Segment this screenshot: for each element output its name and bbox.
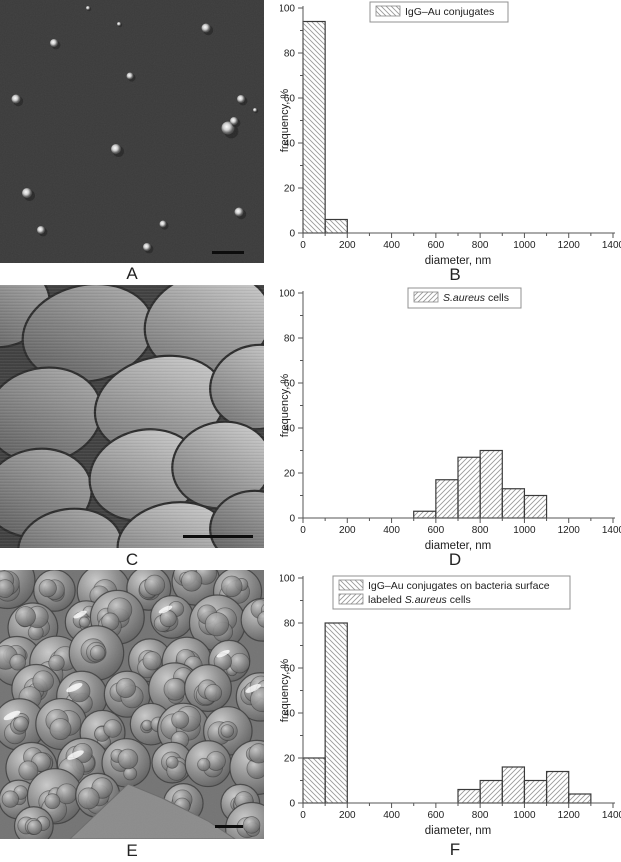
bar-F-0 [302,757,326,804]
legend-swatch [338,579,364,591]
afm-image-cells [0,285,264,548]
bar-B-100 [324,218,348,234]
svg-text:1200: 1200 [558,810,581,821]
y-axis-label: frequency, % [280,659,291,723]
bar-F-900 [501,766,526,804]
bar-F-1000 [523,779,548,804]
svg-text:0: 0 [300,240,306,251]
svg-text:800: 800 [472,240,489,251]
svg-text:600: 600 [428,810,445,821]
scale-bar [212,251,244,254]
svg-text:200: 200 [339,525,356,536]
svg-text:100: 100 [280,4,295,15]
svg-text:20: 20 [284,469,296,480]
legend-box [369,1,509,23]
legend-swatch [375,5,401,17]
svg-text:1000: 1000 [513,810,536,821]
svg-text:0: 0 [300,810,306,821]
bar-D-900 [501,488,526,519]
svg-text:80: 80 [284,619,296,630]
bar-D-500 [413,510,437,519]
bar-D-700 [457,456,481,519]
svg-text:40: 40 [284,709,296,720]
svg-text:800: 800 [472,525,489,536]
legend-swatch [413,291,439,303]
svg-text:400: 400 [383,525,400,536]
legend-swatch [338,593,364,605]
panel-label-f: F [449,840,461,859]
svg-text:60: 60 [284,379,296,390]
bar-F-100 [324,622,348,804]
svg-text:80: 80 [284,49,296,60]
legend-label: IgG–Au conjugates [405,6,494,18]
svg-text:0: 0 [289,229,295,240]
bar-F-700 [457,788,481,804]
panel-label-b: B [449,265,461,284]
svg-text:600: 600 [428,240,445,251]
svg-text:20: 20 [284,754,296,765]
svg-text:800: 800 [472,810,489,821]
svg-text:0: 0 [289,514,295,525]
legend-label: S.aureus cells [443,292,509,304]
svg-text:60: 60 [284,664,296,675]
svg-text:0: 0 [300,525,306,536]
bar-D-1000 [523,494,548,519]
legend-label: IgG–Au conjugates on bacteria surface [368,580,550,592]
y-axis-label: frequency, % [280,374,291,438]
bar-F-1200 [568,793,592,804]
bar-D-800 [479,449,503,519]
svg-text:200: 200 [339,810,356,821]
svg-text:600: 600 [428,525,445,536]
svg-text:1000: 1000 [513,525,536,536]
y-axis-label: frequency, % [280,89,291,153]
bar-F-800 [479,779,503,804]
svg-text:80: 80 [284,334,296,345]
scale-bar [215,825,243,828]
svg-text:20: 20 [284,184,296,195]
panel-label-d: D [448,550,462,569]
svg-text:100: 100 [280,574,295,585]
x-axis-label: diameter, nm [425,540,491,552]
svg-text:400: 400 [383,240,400,251]
afm-image-labeled-cells [0,570,264,839]
bar-B-0 [302,20,326,234]
svg-text:1200: 1200 [558,525,581,536]
svg-text:100: 100 [280,289,295,300]
svg-text:1200: 1200 [558,240,581,251]
panel-label-e: E [126,841,138,860]
panel-label-c: C [125,550,139,569]
panel-label-a: A [126,264,138,283]
bar-D-600 [435,479,459,519]
svg-text:0: 0 [289,799,295,810]
svg-text:200: 200 [339,240,356,251]
svg-text:40: 40 [284,139,296,150]
svg-text:400: 400 [383,810,400,821]
bar-F-1100 [545,770,570,804]
legend-box [332,575,571,610]
x-axis-label: diameter, nm [425,255,491,267]
svg-text:60: 60 [284,94,296,105]
svg-text:1000: 1000 [513,240,536,251]
afm-image-conjugates [0,0,264,263]
legend-label: labeled S.aureus cells [368,594,471,606]
scale-bar [183,535,253,538]
x-axis-label: diameter, nm [425,825,491,837]
svg-text:40: 40 [284,424,296,435]
